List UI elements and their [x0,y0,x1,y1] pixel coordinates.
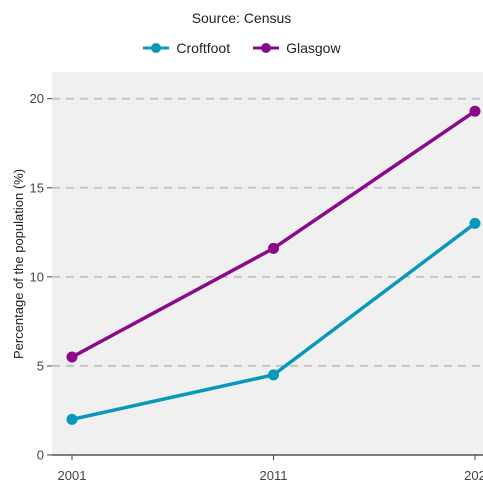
y-tick-label: 20 [30,91,44,106]
x-tick-label: 2011 [260,468,288,483]
x-tick-label: 202 [464,468,483,483]
y-tick-label: 0 [37,448,44,463]
data-point-glasgow [268,242,279,254]
legend-item-glasgow: Glasgow [252,39,341,57]
data-point-glasgow [469,105,481,117]
x-tick-label: 2001 [58,468,87,483]
y-axis-label: Percentage of the population (%) [11,169,26,359]
x-axis: 2001 2011 202 [52,454,483,483]
legend-label-croftfoot: Croftfoot [176,40,231,56]
data-point-croftfoot [66,413,78,425]
data-point-glasgow [66,351,78,363]
data-point-croftfoot [469,217,481,229]
gridlines [52,97,483,367]
legend-item-croftfoot: Croftfoot [142,39,230,57]
chart-caption: Source: Census [191,10,292,26]
series-layer [66,105,481,425]
legend-key-glasgow [253,43,280,53]
plot-panel [52,72,483,455]
legend-key-croftfoot [143,43,170,53]
y-tick-label: 10 [30,269,44,284]
data-point-croftfoot [268,369,279,381]
legend-label-glasgow: Glasgow [286,40,341,56]
y-tick-label: 15 [30,180,44,195]
legend: Croftfoot Glasgow [0,39,483,57]
y-tick-label: 5 [37,358,44,373]
y-axis: 0 5 10 15 20 [30,91,52,463]
